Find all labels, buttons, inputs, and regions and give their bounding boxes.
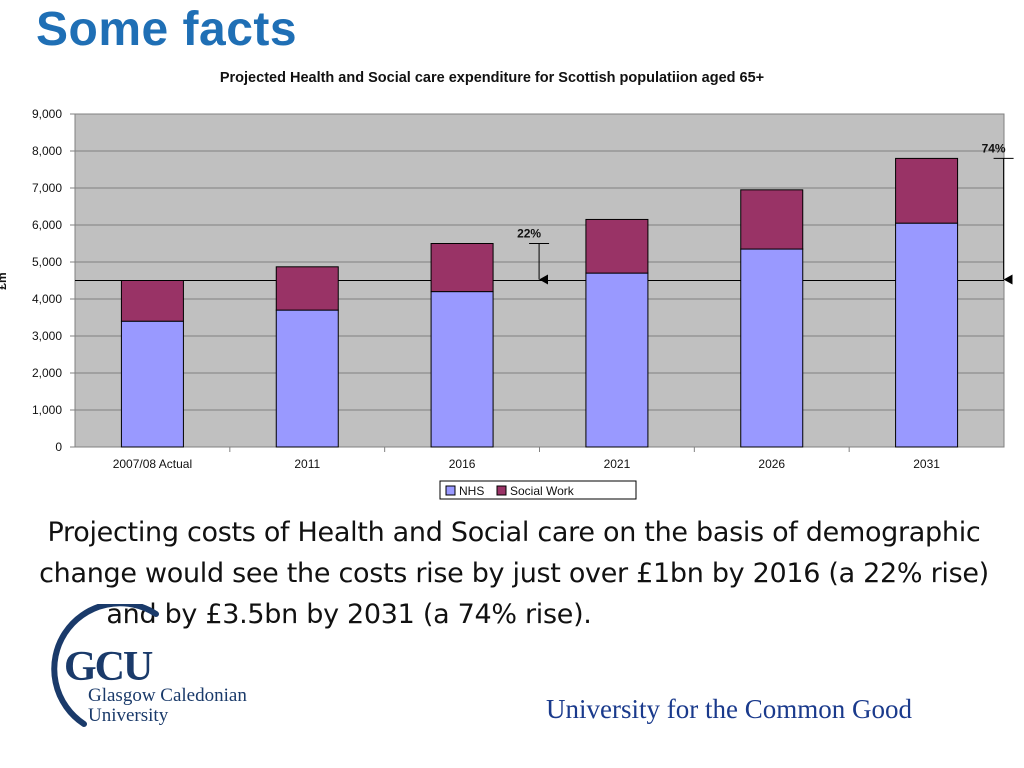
logo-mark: GCU [64, 644, 153, 690]
x-tick-label: 2007/08 Actual [113, 457, 192, 471]
growth-annotations: 22% 74% [517, 141, 1014, 285]
bar-nhs [430, 291, 494, 448]
bar-social-work [585, 218, 649, 274]
x-tick-label: 2016 [449, 457, 476, 471]
legend-swatch [496, 485, 507, 496]
y-tick-label: 4,000 [32, 292, 62, 306]
bar-nhs [895, 222, 959, 448]
page-title: Some facts [36, 3, 298, 56]
logo-name-line-2: University [88, 705, 169, 726]
bars [120, 157, 959, 448]
legend-label: Social Work [510, 484, 575, 498]
bar-nhs [120, 320, 184, 448]
y-tick-label: 7,000 [32, 181, 62, 195]
bar-nhs [585, 272, 649, 448]
chart-legend: NHS Social Work [439, 480, 637, 500]
bar-nhs [740, 248, 804, 448]
y-tick-label: 5,000 [32, 255, 62, 269]
legend-swatch [445, 485, 456, 496]
y-tick-label: 0 [55, 440, 62, 454]
chart-title: Projected Health and Social care expendi… [220, 70, 764, 86]
tagline: University for the Common Good [546, 694, 912, 724]
summary-line-1: Projecting costs of Health and Social ca… [47, 517, 981, 548]
annotation-label: 22% [517, 227, 541, 241]
gcu-logo: GCU [51, 604, 159, 727]
x-tick-label: 2011 [294, 457, 320, 471]
x-tick-label: 2021 [604, 457, 631, 471]
x-tick-labels: 2007/08 Actual 2011 2016 2021 2026 2031 [113, 447, 940, 471]
legend-box [439, 480, 637, 500]
y-axis-label: £m [0, 272, 9, 289]
x-tick-label: 2031 [913, 457, 940, 471]
y-tick-label: 2,000 [32, 366, 62, 380]
bar-nhs [275, 309, 339, 448]
y-tick-label: 9,000 [32, 107, 62, 121]
bar-social-work [275, 266, 339, 311]
y-tick-label: 8,000 [32, 144, 62, 158]
bar-social-work [895, 157, 959, 224]
y-tick-label: 3,000 [32, 329, 62, 343]
y-tick-labels: 0 1,000 2,000 3,000 4,000 5,000 6,000 7,000 8,00… [32, 107, 62, 454]
annotation-label: 74% [982, 141, 1006, 155]
bar-social-work [120, 280, 184, 322]
bar-social-work [740, 189, 804, 250]
y-tick-label: 6,000 [32, 218, 62, 232]
summary-line-3: and by £3.5bn by 2031 (a 74% rise). [106, 599, 592, 630]
legend-label: NHS [459, 484, 484, 498]
summary-text: Projecting costs of Health and Social ca… [24, 512, 1004, 635]
expenditure-chart: Projected Health and Social care expendi… [0, 70, 1014, 500]
y-tick-label: 1,000 [32, 403, 62, 417]
summary-line-2: change would see the costs rise by just … [39, 558, 989, 589]
bar-social-work [430, 243, 494, 293]
logo-name-line-1: Glasgow Caledonian [88, 685, 247, 706]
x-tick-label: 2026 [758, 457, 785, 471]
logo-arc-icon [51, 604, 159, 727]
